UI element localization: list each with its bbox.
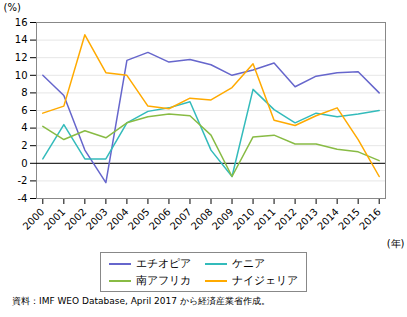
svg-text:2003: 2003	[84, 206, 110, 232]
html-text:ケニア: ケニア	[232, 257, 265, 270]
svg-text:2008: 2008	[189, 206, 215, 232]
html-text:資料：IMF WEO Database, April 201: 資料：IMF WEO Database, April 2017 から経済産業省作…	[12, 296, 270, 306]
svg-text:2001: 2001	[42, 206, 68, 232]
svg-text:2012: 2012	[273, 206, 299, 232]
svg-text:16: 16	[15, 17, 28, 28]
svg-text:2005: 2005	[126, 206, 152, 232]
svg-text:2010: 2010	[231, 206, 257, 232]
svg-text:2: 2	[21, 140, 27, 151]
svg-text:2007: 2007	[168, 206, 194, 232]
html-text:ナイジェリア: ナイジェリア	[232, 274, 298, 287]
svg-text:0: 0	[21, 158, 27, 169]
svg-text:(年): (年)	[387, 238, 405, 249]
svg-text:12: 12	[15, 52, 28, 63]
svg-text:6: 6	[21, 105, 27, 116]
svg-text:2000: 2000	[21, 206, 47, 232]
svg-text:-4: -4	[18, 193, 28, 204]
svg-text:2011: 2011	[252, 206, 278, 232]
svg-text:2015: 2015	[336, 206, 362, 232]
svg-text:2009: 2009	[210, 206, 236, 232]
svg-text:2006: 2006	[147, 206, 173, 232]
svg-text:2004: 2004	[105, 206, 131, 232]
html-text:南アフリカ: 南アフリカ	[136, 274, 191, 287]
svg-text:10: 10	[15, 70, 28, 81]
svg-text:2013: 2013	[294, 206, 320, 232]
svg-text:4: 4	[21, 122, 27, 133]
svg-text:2014: 2014	[315, 206, 341, 232]
svg-text:2016: 2016	[357, 206, 383, 232]
svg-text:8: 8	[21, 87, 27, 98]
svg-text:14: 14	[15, 34, 28, 45]
svg-text:-2: -2	[18, 175, 28, 186]
html-text:エチオピア: エチオピア	[136, 257, 191, 270]
svg-text:(%): (%)	[4, 2, 21, 13]
svg-text:2002: 2002	[63, 206, 89, 232]
